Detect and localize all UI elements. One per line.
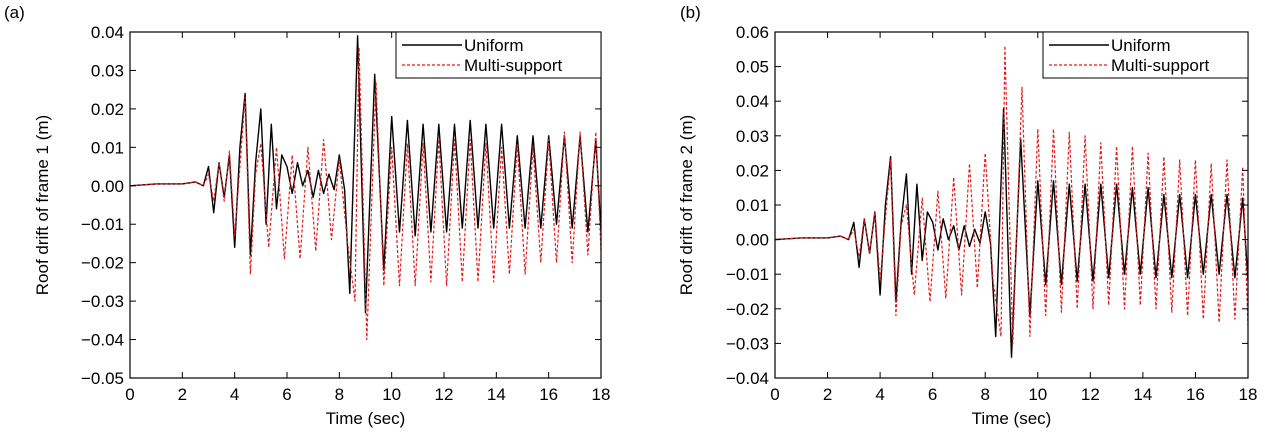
x-tick-label: 2 (178, 385, 187, 404)
legend-entry: Multi-support (1111, 56, 1210, 75)
legend-entry: Multi-support (464, 56, 563, 75)
x-tick-label: 10 (382, 385, 401, 404)
y-tick-label: 0.04 (91, 23, 124, 42)
y-tick-label: −0.03 (726, 334, 769, 353)
x-tick-label: 0 (770, 385, 779, 404)
legend-box (395, 31, 602, 79)
y-tick-label: −0.05 (81, 369, 124, 388)
y-tick-label: 0.01 (736, 196, 769, 215)
x-tick-label: 2 (823, 385, 832, 404)
y-tick-label: −0.04 (81, 331, 124, 350)
plot-frame (129, 31, 602, 379)
y-tick-label: −0.01 (81, 215, 124, 234)
x-tick-label: 18 (1239, 385, 1258, 404)
x-tick-label: 14 (487, 385, 506, 404)
y-axis-label: Roof drift of frame 1 (m) (33, 115, 52, 295)
chart-panel-b: (b) 0 2 4 6 8 10 12 14 16 18 −0.04 −0.03 −0.02 −0.01 0.… (677, 3, 1257, 428)
panel-label: (b) (680, 3, 701, 22)
y-tick-label: 0.02 (736, 161, 769, 180)
y-axis-label: Roof drift of frame 2 (m) (677, 115, 696, 295)
y-tick-label: −0.03 (81, 292, 124, 311)
y-tick-label: −0.04 (726, 369, 769, 388)
panel-label: (a) (4, 3, 25, 22)
series-line-uniform (775, 107, 1248, 358)
x-axis-label: Time (sec) (326, 409, 406, 428)
x-tick-label: 4 (230, 385, 239, 404)
legend-entry: Uniform (464, 36, 524, 55)
x-tick-label: 12 (1081, 385, 1100, 404)
x-tick-label: 8 (980, 385, 989, 404)
y-tick-label: 0.01 (91, 138, 124, 157)
y-tick-label: 0.04 (736, 92, 769, 111)
y-tick-label: −0.02 (81, 254, 124, 273)
series-line-multi-support (775, 45, 1248, 344)
x-tick-label: 0 (125, 385, 134, 404)
x-tick-label: 10 (1028, 385, 1047, 404)
y-tick-label: 0.03 (736, 127, 769, 146)
y-tick-label: 0.06 (736, 23, 769, 42)
series-line-multi-support (130, 46, 601, 341)
y-tick-label: −0.01 (726, 265, 769, 284)
y-tick-label: 0.00 (736, 231, 769, 250)
x-tick-label: 16 (1186, 385, 1205, 404)
legend-entry: Uniform (1111, 36, 1171, 55)
legend-box (1042, 31, 1249, 79)
series-line-uniform (130, 35, 601, 314)
x-tick-label: 6 (928, 385, 937, 404)
y-tick-label: 0.05 (736, 58, 769, 77)
x-tick-label: 18 (592, 385, 611, 404)
x-tick-label: 8 (335, 385, 344, 404)
x-tick-label: 6 (282, 385, 291, 404)
x-tick-label: 16 (539, 385, 558, 404)
x-axis-label: Time (sec) (972, 409, 1052, 428)
x-tick-label: 14 (1133, 385, 1152, 404)
x-tick-label: 12 (435, 385, 454, 404)
y-tick-label: 0.02 (91, 100, 124, 119)
y-tick-label: −0.02 (726, 300, 769, 319)
x-tick-label: 4 (875, 385, 884, 404)
chart-panel-a: (a) 0 2 4 6 8 10 12 14 16 18 −0.05 −0.04 −0.03 −0.02 −0… (4, 3, 610, 428)
y-tick-label: 0.03 (91, 61, 124, 80)
y-tick-label: 0.00 (91, 177, 124, 196)
